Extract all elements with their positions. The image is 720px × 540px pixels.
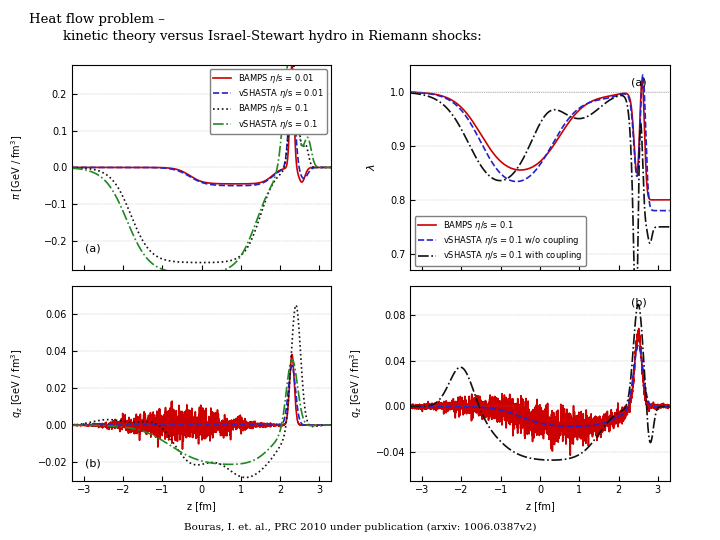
Text: kinetic theory versus Israel-Stewart hydro in Riemann shocks:: kinetic theory versus Israel-Stewart hyd… <box>29 30 482 43</box>
X-axis label: z [fm]: z [fm] <box>187 501 216 511</box>
X-axis label: z [fm]: z [fm] <box>526 501 554 511</box>
Text: (b): (b) <box>85 459 101 469</box>
Y-axis label: $\lambda$: $\lambda$ <box>365 164 377 171</box>
Y-axis label: $q_z$ [GeV / fm$^3$]: $q_z$ [GeV / fm$^3$] <box>348 349 364 418</box>
Text: Heat flow problem –: Heat flow problem – <box>29 14 165 26</box>
Text: (a): (a) <box>85 244 101 254</box>
Text: Bouras, I. et. al., PRC 2010 under publication (arxiv: 1006.0387v2): Bouras, I. et. al., PRC 2010 under publi… <box>184 523 536 532</box>
Legend: BAMPS $\eta$/s = 0.1, vSHASTA $\eta$/s = 0.1 w/o coupling, vSHASTA $\eta$/s = 0.: BAMPS $\eta$/s = 0.1, vSHASTA $\eta$/s =… <box>415 216 585 266</box>
Text: (b): (b) <box>631 298 647 308</box>
Legend: BAMPS $\eta$/s = 0.01, vSHASTA $\eta$/s = 0.01, BAMPS $\eta$/s = 0.1, vSHASTA $\: BAMPS $\eta$/s = 0.01, vSHASTA $\eta$/s … <box>210 69 327 134</box>
Text: (a): (a) <box>631 77 647 87</box>
Y-axis label: $q_z$ [GeV / fm$^3$]: $q_z$ [GeV / fm$^3$] <box>9 349 25 418</box>
Y-axis label: $\pi$ [GeV / fm$^3$]: $\pi$ [GeV / fm$^3$] <box>10 135 25 200</box>
